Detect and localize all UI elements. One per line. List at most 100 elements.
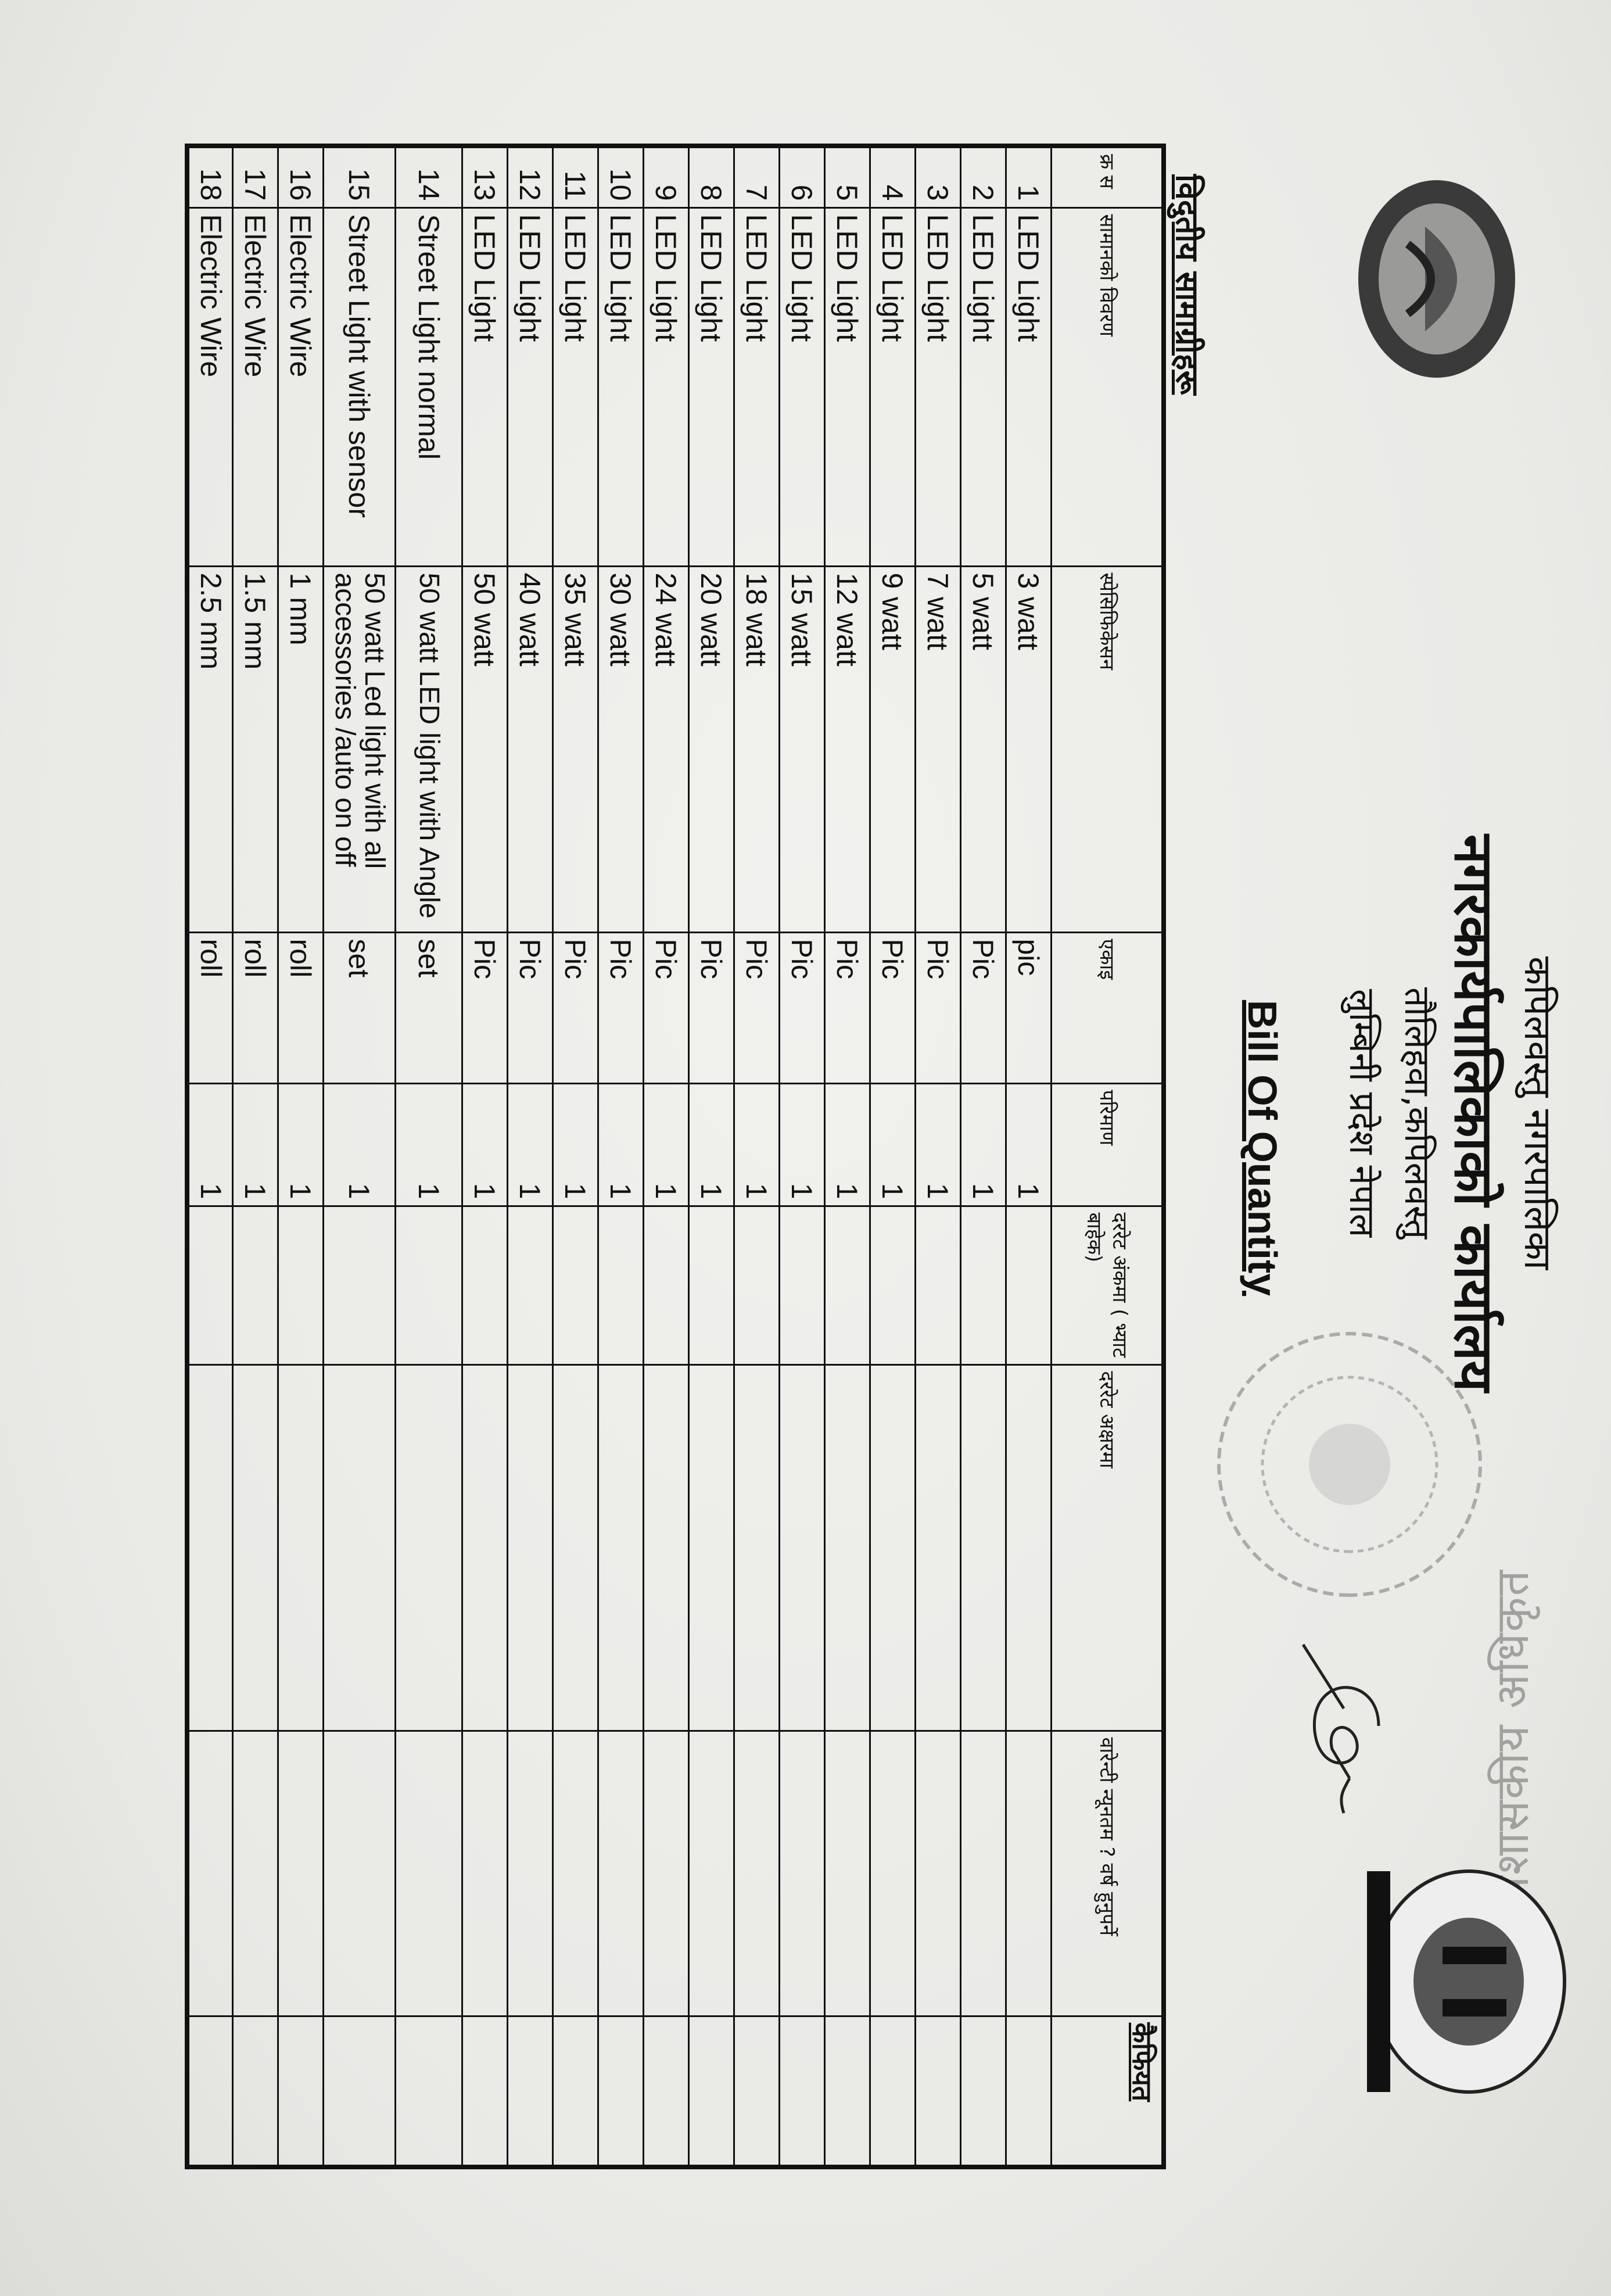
rate-figures-cell [552, 1206, 598, 1364]
rate-figures-cell [688, 1206, 734, 1364]
document-title: Bill Of Quantity [1240, 1000, 1285, 1296]
warranty-cell [688, 1731, 734, 2016]
item-cell: LED Light [462, 207, 508, 566]
unit-cell: roll [278, 932, 324, 1083]
col-header-spec: स्पेसिफिकेसन [1051, 566, 1164, 932]
unit-cell: Pic [734, 932, 780, 1083]
sn-cell: 14 [395, 146, 462, 207]
rate-figures-cell [824, 1206, 870, 1364]
sn-cell: 16 [278, 146, 324, 207]
item-cell: LED Light [1006, 207, 1052, 566]
table-row: 11 LED Light 35 watt Pic 1 [552, 146, 598, 2167]
spec-cell: 9 watt [870, 566, 916, 932]
qty-cell: 1 [187, 1083, 233, 1206]
unit-cell: set [395, 932, 462, 1083]
spec-cell: 1.5 mm [232, 566, 278, 932]
spec-cell: 50 watt Led light with all accessories /… [323, 566, 396, 932]
col-header-rate-words: दररेट अक्षरमा [1051, 1364, 1164, 1731]
remarks-cell [734, 2016, 780, 2167]
remarks-cell [395, 2016, 462, 2167]
warranty-cell [507, 1731, 553, 2016]
warranty-cell [462, 1731, 508, 2016]
municipality-logo [1367, 1869, 1566, 2094]
warranty-cell [1006, 1731, 1052, 2016]
table-row: 15 Street Light with sensor 50 watt Led li… [323, 146, 396, 2167]
spec-cell: 3 watt [1006, 566, 1052, 932]
table-row: 8 LED Light 20 watt Pic 1 [688, 146, 734, 2167]
sn-cell: 11 [552, 146, 598, 207]
warranty-cell [643, 1731, 689, 2016]
spec-cell: 50 watt LED light with Angle [395, 566, 462, 932]
rate-figures-cell [643, 1206, 689, 1364]
sn-cell: 1 [1006, 146, 1052, 207]
col-header-warranty: वारेन्टी न्यूनतम ? वर्ष हुनुपर्ने [1051, 1731, 1164, 2016]
rate-words-cell [688, 1364, 734, 1731]
remarks-cell [278, 2016, 324, 2167]
rate-figures-cell [507, 1206, 553, 1364]
rate-words-cell [323, 1364, 396, 1731]
rate-words-cell [552, 1364, 598, 1731]
table-row: 3 LED Light 7 watt Pic 1 [915, 146, 961, 2167]
rate-figures-cell [1006, 1206, 1052, 1364]
item-cell: Street Light normal [395, 207, 462, 566]
unit-cell: Pic [960, 932, 1006, 1083]
table-row: 14 Street Light normal 50 watt LED light w… [395, 146, 462, 2167]
col-header-unit: एकाइ [1051, 932, 1164, 1083]
item-cell: Electric Wire [187, 207, 233, 566]
col-header-rate-figures: दररेट अंकमा ( भ्याट बाहेक) [1051, 1206, 1164, 1364]
rate-words-cell [232, 1364, 278, 1731]
item-cell: LED Light [643, 207, 689, 566]
rate-figures-cell [870, 1206, 916, 1364]
spec-cell: 24 watt [643, 566, 689, 932]
sn-cell: 13 [462, 146, 508, 207]
remarks-cell [870, 2016, 916, 2167]
warranty-cell [323, 1731, 396, 2016]
remarks-cell [187, 2016, 233, 2167]
unit-cell: Pic [598, 932, 644, 1083]
qty-cell: 1 [598, 1083, 644, 1206]
item-cell: Electric Wire [232, 207, 278, 566]
unit-cell: Pic [779, 932, 825, 1083]
rate-figures-cell [462, 1206, 508, 1364]
qty-cell: 1 [232, 1083, 278, 1206]
spec-cell: 40 watt [507, 566, 553, 932]
warranty-cell [779, 1731, 825, 2016]
warranty-cell [232, 1731, 278, 2016]
item-cell: LED Light [552, 207, 598, 566]
remarks-cell [824, 2016, 870, 2167]
unit-cell: Pic [824, 932, 870, 1083]
table-row: 4 LED Light 9 watt Pic 1 [870, 146, 916, 2167]
warranty-cell [915, 1731, 961, 2016]
unit-cell: pic [1006, 932, 1052, 1083]
rate-figures-cell [187, 1206, 233, 1364]
qty-cell: 1 [734, 1083, 780, 1206]
rate-words-cell [278, 1364, 324, 1731]
item-cell: LED Light [824, 207, 870, 566]
rate-figures-cell [598, 1206, 644, 1364]
qty-cell: 1 [960, 1083, 1006, 1206]
item-cell: LED Light [779, 207, 825, 566]
item-cell: LED Light [688, 207, 734, 566]
item-cell: LED Light [960, 207, 1006, 566]
table-row: 17 Electric Wire 1.5 mm roll 1 [232, 146, 278, 2167]
warranty-cell [960, 1731, 1006, 2016]
sn-cell: 10 [598, 146, 644, 207]
warranty-cell [870, 1731, 916, 2016]
unit-cell: Pic [915, 932, 961, 1083]
sn-cell: 3 [915, 146, 961, 207]
rate-figures-cell [232, 1206, 278, 1364]
qty-cell: 1 [688, 1083, 734, 1206]
warranty-cell [187, 1731, 233, 2016]
sn-cell: 12 [507, 146, 553, 207]
item-cell: LED Light [915, 207, 961, 566]
item-cell: Street Light with sensor [323, 207, 396, 566]
qty-cell: 1 [779, 1083, 825, 1206]
unit-cell: roll [232, 932, 278, 1083]
rate-words-cell [187, 1364, 233, 1731]
table-row: 7 LED Light 18 watt Pic 1 [734, 146, 780, 2167]
sn-cell: 6 [779, 146, 825, 207]
warranty-cell [824, 1731, 870, 2016]
rate-figures-cell [734, 1206, 780, 1364]
item-cell: LED Light [598, 207, 644, 566]
